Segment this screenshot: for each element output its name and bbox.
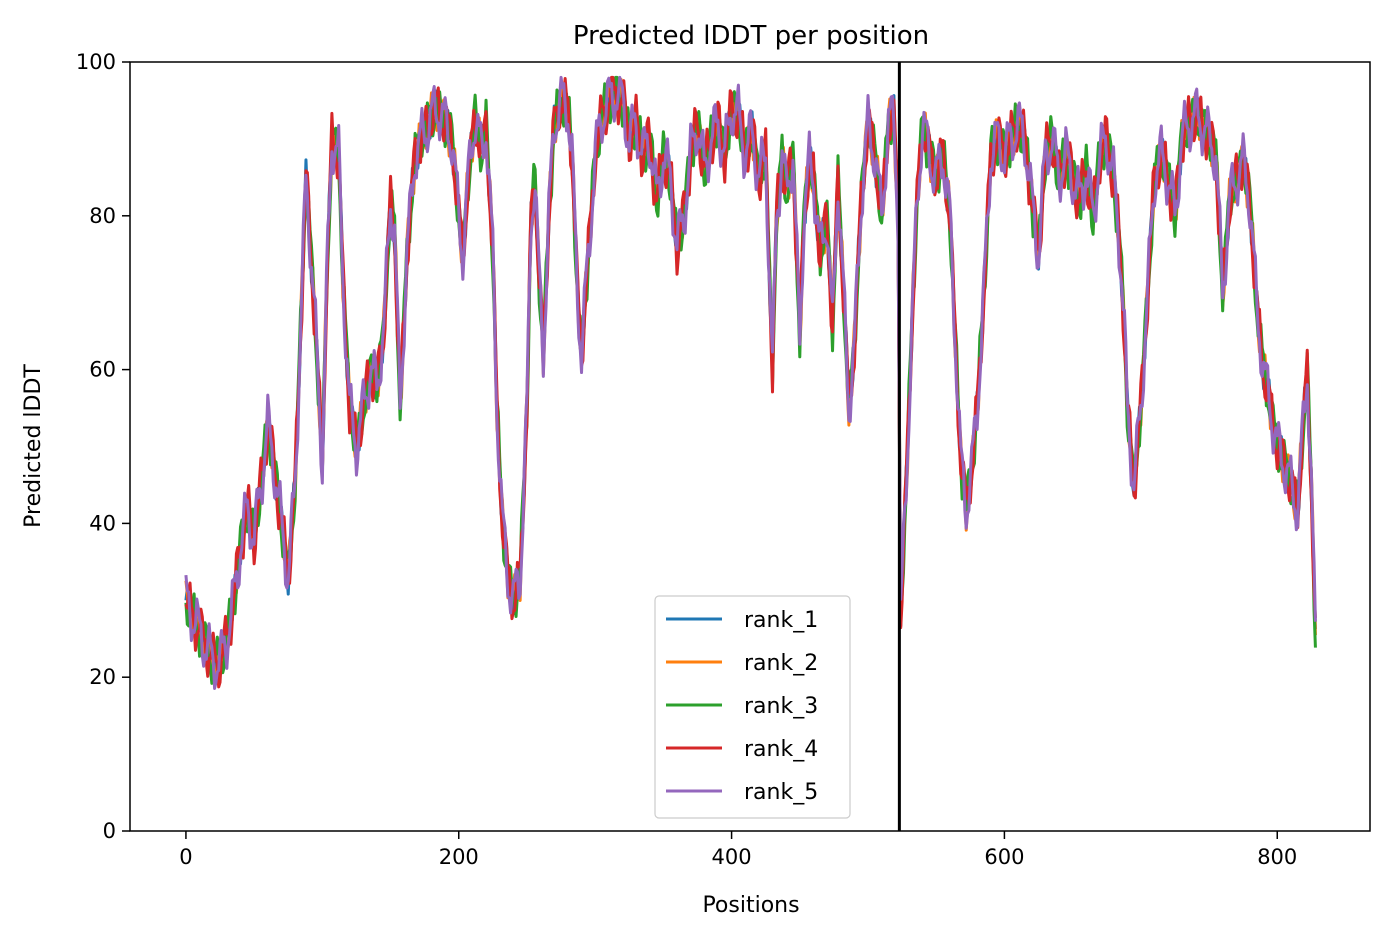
x-tick-label: 800 [1257, 845, 1297, 869]
chart-title: Predicted lDDT per position [573, 21, 929, 51]
series-layer [184, 75, 1317, 690]
y-tick-label: 80 [89, 204, 116, 228]
ticks-layer: 0 200 400 600 800 0 20 40 60 80 100 [76, 50, 1297, 869]
plot-frame [129, 61, 1371, 832]
x-tick-label: 0 [179, 845, 192, 869]
x-tick-label: 400 [712, 845, 752, 869]
legend-label-rank_4: rank_4 [744, 737, 818, 762]
y-tick-label: 0 [103, 819, 116, 843]
legend-label-rank_1: rank_1 [744, 608, 818, 633]
x-tick-label: 200 [439, 845, 479, 869]
x-tick-label: 600 [984, 845, 1024, 869]
legend-label-rank_3: rank_3 [744, 694, 818, 719]
x-axis-title: Positions [702, 893, 799, 918]
y-tick-label: 40 [89, 511, 116, 535]
y-tick-label: 60 [89, 358, 116, 382]
series-line-rank_5 [184, 75, 1317, 690]
legend: rank_1 rank_2 rank_3 rank_4 rank_5 [654, 595, 851, 819]
y-axis-title: Predicted lDDT [21, 364, 46, 528]
legend-frame [654, 595, 851, 819]
legend-label-rank_2: rank_2 [744, 651, 818, 676]
y-tick-label: 20 [89, 665, 116, 689]
y-tick-label: 100 [76, 50, 116, 74]
legend-label-rank_5: rank_5 [744, 780, 818, 805]
